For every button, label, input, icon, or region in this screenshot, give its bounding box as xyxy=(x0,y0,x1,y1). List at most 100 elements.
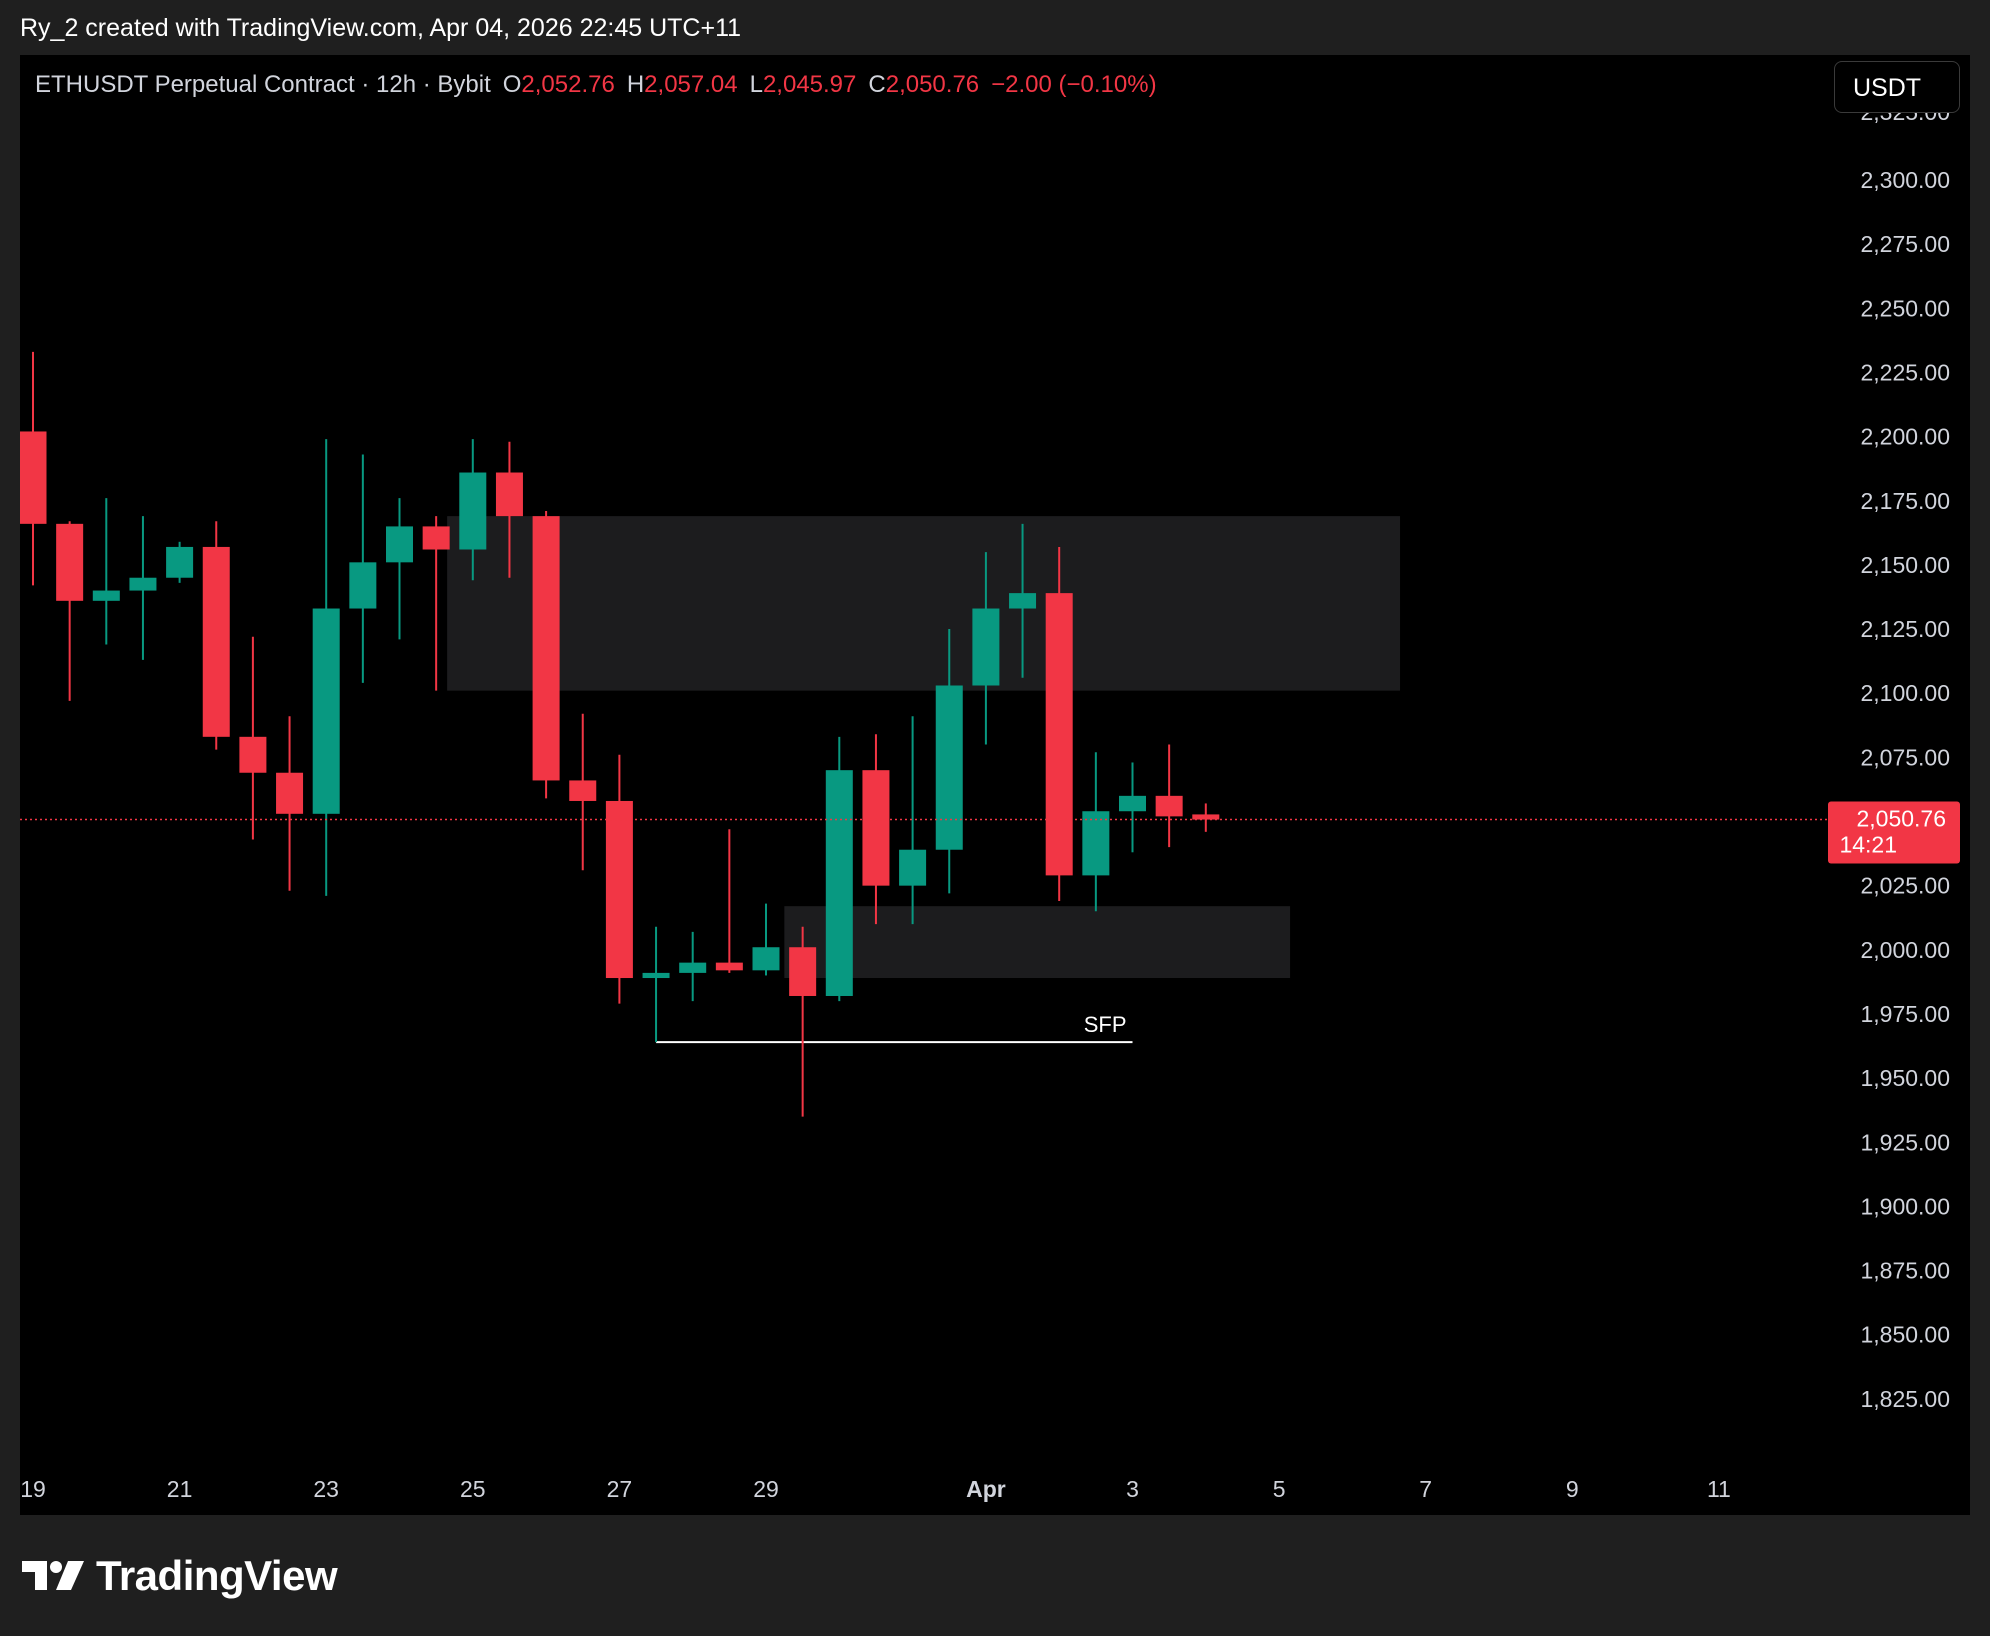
candle-body xyxy=(642,972,670,979)
price-tick-label: 2,300.00 xyxy=(1860,167,1950,193)
candle xyxy=(312,439,340,896)
high-value: 2,057.04 xyxy=(644,71,738,98)
candle xyxy=(899,716,927,925)
candle-body xyxy=(20,431,47,524)
candle xyxy=(129,516,157,660)
time-tick-label: 5 xyxy=(1273,1476,1286,1502)
candle xyxy=(459,439,487,581)
price-tick-label: 1,825.00 xyxy=(1860,1386,1950,1412)
candle xyxy=(679,931,707,1002)
candle xyxy=(1119,762,1146,853)
time-tick-label: 3 xyxy=(1126,1476,1139,1502)
candle-body xyxy=(789,947,817,996)
price-tick-label: 2,150.00 xyxy=(1860,552,1950,578)
candle-body xyxy=(1192,814,1220,820)
candle-body xyxy=(972,608,1000,686)
candle-body xyxy=(715,962,743,971)
candle-body xyxy=(679,962,707,973)
time-tick-label: 23 xyxy=(313,1476,339,1502)
tradingview-brand: TradingView xyxy=(22,1552,338,1600)
time-axis: 19 21 23 25 27 29 Apr 3 5 7 9 11 xyxy=(20,1476,1731,1502)
low-label: L xyxy=(749,71,763,98)
candle xyxy=(532,511,560,799)
candle xyxy=(825,736,853,1002)
price-tick-label: 2,025.00 xyxy=(1860,873,1950,899)
time-tick-label: 19 xyxy=(20,1476,46,1502)
candle xyxy=(715,829,743,973)
candle-body xyxy=(92,590,120,601)
tradingview-logo-icon xyxy=(22,1561,84,1590)
time-tick-label: Apr xyxy=(966,1476,1006,1502)
open-label: O xyxy=(502,71,522,98)
candle-body xyxy=(386,526,413,563)
price-axis: 2,325.002,300.002,275.002,250.002,225.00… xyxy=(1860,99,1950,1412)
price-tick-label: 1,950.00 xyxy=(1860,1065,1950,1091)
high-label: H xyxy=(626,71,645,98)
sfp-label: SFP xyxy=(1084,1012,1127,1037)
time-tick-label: 27 xyxy=(607,1476,633,1502)
candle xyxy=(752,903,780,976)
price-tick-label: 1,875.00 xyxy=(1860,1258,1950,1284)
price-tick-label: 1,900.00 xyxy=(1860,1193,1950,1219)
price-tick-label: 2,175.00 xyxy=(1860,488,1950,514)
candle-body xyxy=(862,770,890,886)
last-price-tag xyxy=(1828,801,1960,864)
close-value: 2,050.76 xyxy=(885,71,980,98)
candle-body xyxy=(129,577,157,591)
zones-layer xyxy=(447,516,1401,979)
candle xyxy=(1009,523,1037,678)
candle-body xyxy=(1119,795,1146,812)
candle-body xyxy=(202,546,230,737)
currency-button[interactable]: USDT xyxy=(1834,61,1960,113)
candle xyxy=(56,521,84,701)
time-tick-label: 9 xyxy=(1566,1476,1579,1502)
chart-caption: Ry_2 created with TradingView.com, Apr 0… xyxy=(20,14,742,42)
close-label: C xyxy=(868,71,886,98)
price-tick-label: 2,250.00 xyxy=(1860,295,1950,321)
candle xyxy=(862,734,890,925)
price-tick-label: 2,100.00 xyxy=(1860,680,1950,706)
price-tick-label: 2,225.00 xyxy=(1860,359,1950,385)
time-tick-label: 7 xyxy=(1419,1476,1432,1502)
symbol-legend: ETHUSDT Perpetual Contract · 12h · Bybit… xyxy=(35,71,1157,99)
price-tick-label: 2,125.00 xyxy=(1860,616,1950,642)
price-tick-label: 1,975.00 xyxy=(1860,1001,1950,1027)
price-tick-label: 2,000.00 xyxy=(1860,937,1950,963)
candle xyxy=(92,498,120,645)
candle-body xyxy=(569,780,597,801)
candle-body xyxy=(56,523,84,601)
time-tick-label: 25 xyxy=(460,1476,486,1502)
candle xyxy=(20,351,47,586)
candle-body xyxy=(1045,593,1073,876)
price-tick-label: 2,275.00 xyxy=(1860,231,1950,257)
supply-demand-zone-2 xyxy=(784,906,1291,979)
candle-body xyxy=(1082,811,1110,876)
candle-body xyxy=(349,562,377,609)
symbol-info: ETHUSDT Perpetual Contract · 12h · Bybit xyxy=(35,71,491,98)
candle-body xyxy=(825,770,853,996)
price-tick-label: 2,200.00 xyxy=(1860,424,1950,450)
candle xyxy=(972,552,1000,745)
candle-body xyxy=(532,516,560,781)
candle xyxy=(422,516,450,691)
countdown-label: 14:21 xyxy=(1839,832,1897,858)
candle-body xyxy=(312,608,340,814)
candle xyxy=(1045,546,1073,902)
candle-body xyxy=(239,736,267,773)
candle xyxy=(495,441,523,578)
candle xyxy=(1155,744,1183,848)
candle xyxy=(202,521,230,750)
candle-body xyxy=(459,472,487,550)
open-value: 2,052.76 xyxy=(521,71,615,98)
candle xyxy=(569,713,597,871)
candle-body xyxy=(495,472,523,517)
sfp-layer: SFP xyxy=(656,1012,1133,1044)
price-tick-label: 1,850.00 xyxy=(1860,1322,1950,1348)
low-value: 2,045.97 xyxy=(762,71,857,98)
time-tick-label: 29 xyxy=(753,1476,779,1502)
candle xyxy=(349,454,377,683)
candle-body xyxy=(605,800,633,979)
